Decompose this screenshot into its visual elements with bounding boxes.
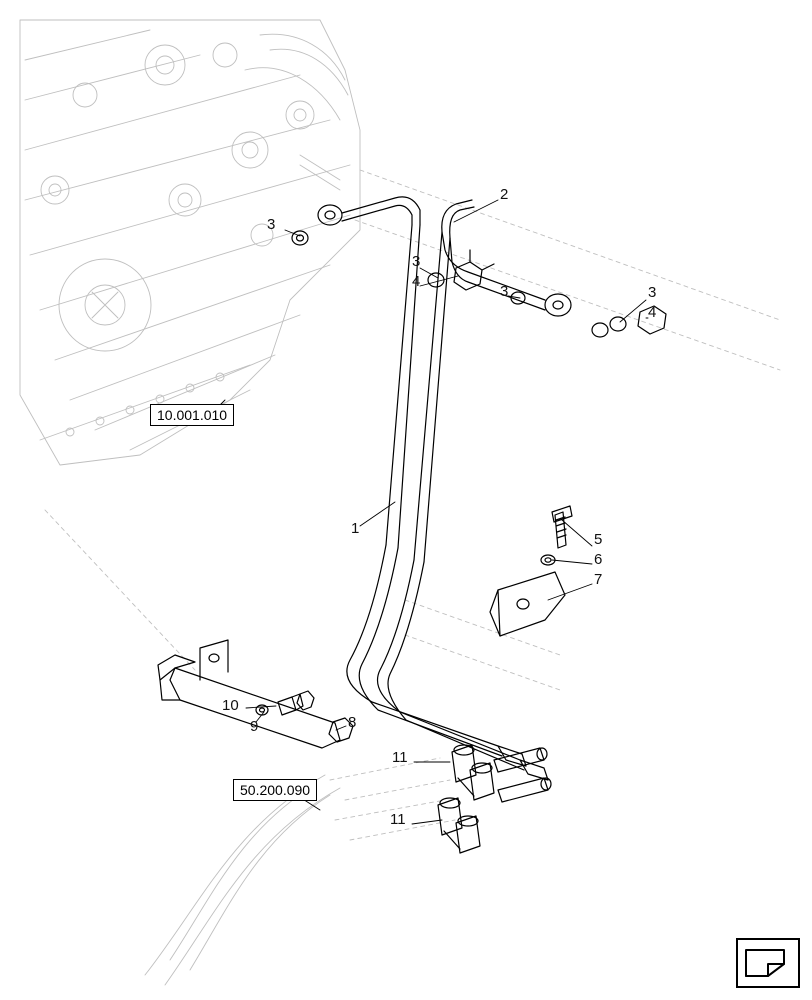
ref-box-engine: 10.001.010	[150, 404, 234, 426]
callout-9: 9	[250, 718, 258, 735]
callout-3c: 3	[500, 283, 508, 300]
callout-7: 7	[594, 571, 602, 588]
callout-8: 8	[348, 714, 356, 731]
callout-11b: 11	[390, 811, 406, 828]
ref-box-hose: 50.200.090	[233, 779, 317, 801]
callout-3a: 3	[267, 216, 275, 233]
callout-11a: 11	[392, 749, 408, 766]
callout-1: 1	[351, 520, 359, 537]
callout-4a: 4	[412, 273, 420, 290]
callout-4b: 4	[648, 304, 656, 321]
callout-3b: 3	[412, 253, 420, 270]
exploded-view-drawing	[0, 0, 812, 1000]
callout-3d: 3	[648, 284, 656, 301]
page-turn-icon	[736, 938, 800, 988]
callout-10: 10	[222, 697, 239, 714]
callout-2: 2	[500, 186, 508, 203]
callout-5: 5	[594, 531, 602, 548]
callout-6: 6	[594, 551, 602, 568]
